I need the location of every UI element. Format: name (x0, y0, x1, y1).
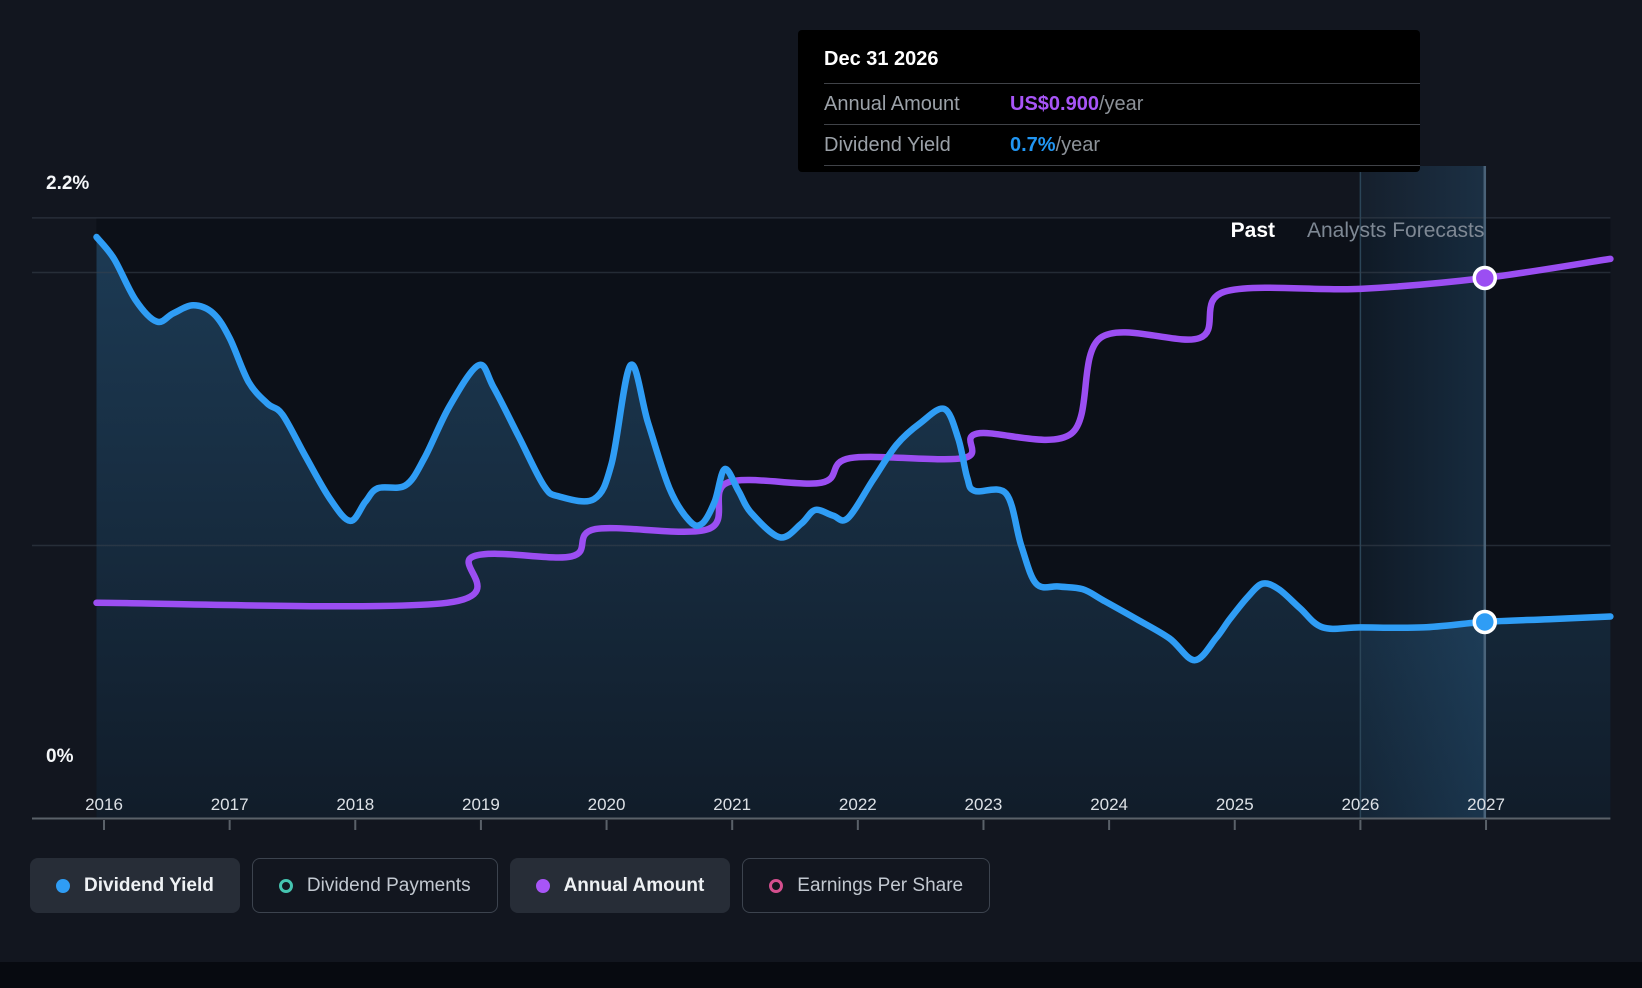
tooltip-divider (824, 83, 1420, 84)
legend-button-dividend-payments[interactable]: Dividend Payments (251, 858, 498, 913)
x-axis-label-2021: 2021 (713, 795, 752, 814)
x-axis-label-2019: 2019 (461, 795, 500, 814)
legend-label: Earnings Per Share (797, 874, 964, 896)
earnings-per-share-series-icon (769, 878, 784, 893)
past-label: Past (1230, 219, 1275, 242)
tooltip-value-annual-amount: US$0.900/year (1010, 92, 1144, 115)
tooltip-value-dividend-yield: 0.7%/year (1010, 133, 1101, 156)
x-axis-label-2026: 2026 (1341, 795, 1380, 814)
legend-label: Annual Amount (563, 874, 705, 896)
dividend-yield-area-fill (96, 237, 1611, 819)
analysts-forecasts-label: Analysts Forecasts (1307, 219, 1485, 242)
annual-amount-line (93, 255, 1614, 610)
tooltip-divider (824, 124, 1420, 125)
x-axis-label-2020: 2020 (587, 795, 626, 814)
x-axis-label-2018: 2018 (336, 795, 375, 814)
x-axis-label-2027: 2027 (1467, 795, 1505, 814)
x-axis-label-2016: 2016 (85, 795, 123, 814)
marker-dividend-yield (1472, 609, 1498, 635)
tooltip-row-annual-amount: Annual Amount US$0.900/year (798, 84, 1420, 124)
analysts-forecast-band (1360, 166, 1487, 819)
dividend-yield-line (93, 233, 1614, 664)
tooltip-date: Dec 31 2026 (824, 48, 939, 70)
legend-button-dividend-yield[interactable]: Dividend Yield (30, 858, 240, 913)
tooltip-label: Annual Amount (824, 92, 960, 115)
dividend-payments-series-icon (278, 878, 293, 893)
annual-amount-series-icon (535, 878, 550, 893)
x-axis-label-2024: 2024 (1090, 795, 1129, 814)
x-axis-label-2025: 2025 (1215, 795, 1254, 814)
y-axis-max-label: 2.2% (46, 173, 90, 194)
bottom-window-edge (0, 962, 1642, 988)
legend-button-earnings-per-share[interactable]: Earnings Per Share (742, 858, 991, 913)
dividend-yield-series-icon (56, 878, 70, 893)
legend-label: Dividend Yield (84, 874, 214, 896)
legend-label: Dividend Payments (306, 874, 471, 896)
chart-legend: Dividend Yield Dividend Payments Annual Am… (30, 858, 991, 913)
x-axis-label-2017: 2017 (210, 795, 249, 814)
tooltip-divider (824, 165, 1420, 166)
tooltip-label: Dividend Yield (824, 133, 951, 156)
tooltip-row-dividend-yield: Dividend Yield 0.7%/year (798, 125, 1420, 165)
y-axis-min-label: 0% (46, 746, 74, 767)
x-axis-label-2022: 2022 (838, 795, 877, 814)
marker-annual-amount (1472, 265, 1498, 291)
chart-tooltip: Dec 31 2026 Annual Amount US$0.900/year … (798, 30, 1420, 172)
x-axis-label-2023: 2023 (964, 795, 1003, 814)
legend-button-annual-amount[interactable]: Annual Amount (509, 858, 731, 913)
